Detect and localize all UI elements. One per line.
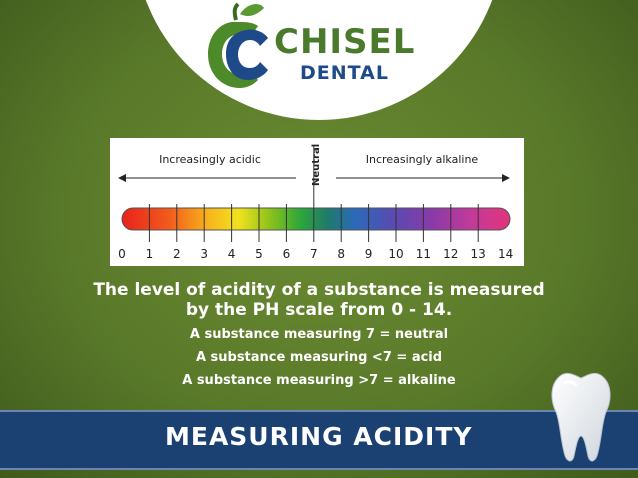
ph-number-11: 11 [416, 247, 431, 261]
ph-number-10: 10 [388, 247, 403, 261]
neutral-definition: A substance measuring 7 = neutral [189, 327, 449, 342]
chisel-apple-logo-icon [208, 2, 268, 88]
ph-number-1: 1 [146, 247, 154, 261]
description-main: The level of acidity of a substance is m… [0, 280, 638, 320]
ph-number-5: 5 [255, 247, 263, 261]
description-line-2: by the PH scale from 0 - 14. [185, 300, 453, 320]
ph-number-7: 7 [310, 247, 318, 261]
ph-color-bar [121, 207, 511, 231]
ph-number-3: 3 [200, 247, 208, 261]
ph-number-12: 12 [443, 247, 458, 261]
ph-scale-panel: Increasingly acidic Increasingly alkalin… [110, 138, 524, 266]
acidic-label: Increasingly acidic [159, 153, 261, 166]
logo-name: CHISEL [274, 22, 416, 62]
alkaline-label: Increasingly alkaline [366, 153, 479, 166]
ph-number-13: 13 [471, 247, 486, 261]
tooth-icon [551, 372, 611, 462]
description-line-1: The level of acidity of a substance is m… [93, 280, 545, 300]
ph-ticks [148, 146, 479, 242]
ph-number-14: 14 [498, 247, 513, 261]
acidic-arrow-head-icon [118, 174, 126, 182]
banner-title: MEASURING ACIDITY [165, 422, 473, 451]
ph-number-9: 9 [365, 247, 373, 261]
alkaline-definition: A substance measuring >7 = alkaline [182, 373, 456, 388]
title-banner: MEASURING ACIDITY [0, 410, 638, 470]
alkaline-arrow-head-icon [502, 174, 510, 182]
neutral-label: Neutral [311, 144, 322, 186]
ph-number-8: 8 [337, 247, 345, 261]
ph-numbers: 0 1 2 3 4 5 6 7 8 9 10 11 12 13 14 [118, 247, 513, 261]
ph-number-2: 2 [173, 247, 181, 261]
logo-subtitle: DENTAL [300, 62, 389, 84]
ph-number-6: 6 [283, 247, 291, 261]
acid-definition: A substance measuring <7 = acid [195, 350, 443, 365]
ph-number-0: 0 [118, 247, 126, 261]
ph-scale-figure: Increasingly acidic Increasingly alkalin… [118, 144, 513, 261]
ph-number-4: 4 [228, 247, 236, 261]
